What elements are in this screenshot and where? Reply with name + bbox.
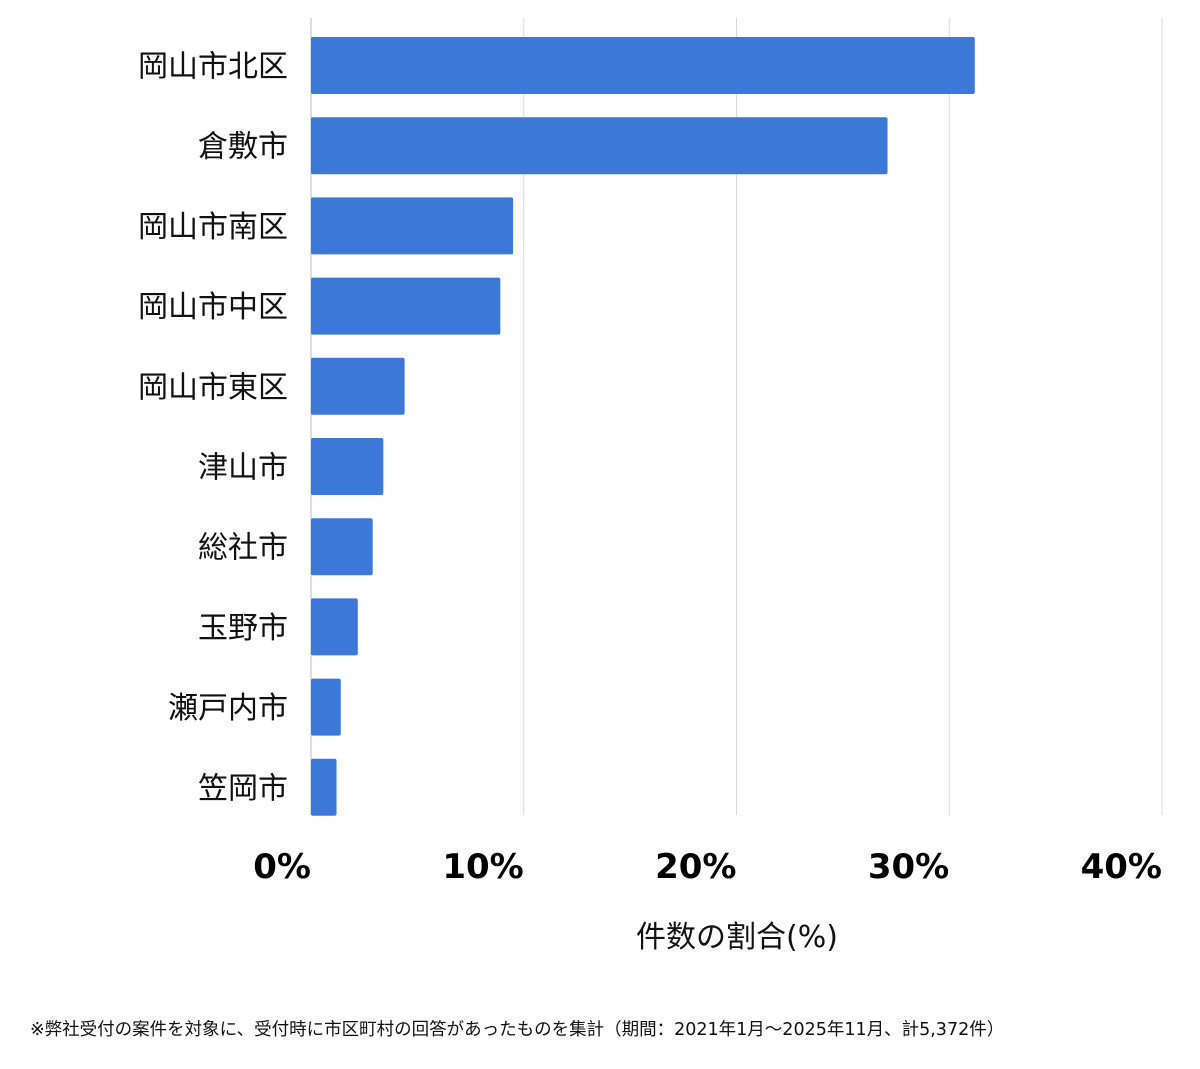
x-tick-label: 20% [655,847,736,887]
bar [311,758,337,816]
bar [311,117,888,175]
bar [311,598,358,656]
category-label: 笠岡市 [198,771,288,806]
x-tick-label: 0% [253,847,311,887]
category-label: 瀬戸内市 [168,691,288,726]
bar [311,357,405,415]
bar [311,518,373,576]
x-axis-title: 件数の割合(%) [636,920,838,955]
bar [311,37,975,94]
category-label: 岡山市南区 [138,210,288,245]
bar-chart: 0% 10% 20% 30% 40% 岡山市北区倉敷市岡山市南区岡山市中区岡山市東区津山市… [138,18,1163,955]
category-label: 総社市 [198,531,288,566]
x-tick-label: 10% [442,847,523,887]
bar [311,438,384,495]
x-tick-label: 40% [1081,847,1162,887]
category-label: 岡山市北区 [138,50,288,85]
bar [311,277,501,335]
bar [311,197,514,255]
footnote: ※弊社受付の案件を対象に、受付時に市区町村の回答があったものを集計（期間：202… [30,1020,1005,1040]
x-tick-label: 30% [868,847,949,887]
category-label: 玉野市 [198,611,288,646]
category-label: 倉敷市 [198,130,288,165]
bar [311,678,341,736]
category-label: 岡山市中区 [138,290,288,325]
category-label: 岡山市東区 [138,370,288,405]
category-label: 津山市 [198,451,288,486]
